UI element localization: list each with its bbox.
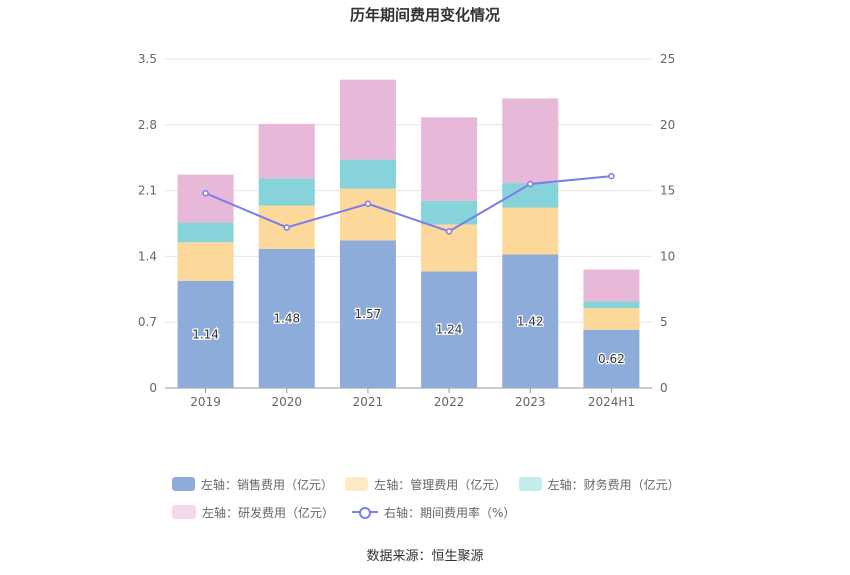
- expense-rate-point[interactable]: [364, 200, 372, 208]
- bar-segment[interactable]: [258, 178, 315, 206]
- bar-segment[interactable]: [258, 123, 315, 179]
- x-axis-tick-label: 2019: [190, 395, 221, 409]
- right-axis-tick-label: 0: [660, 381, 668, 395]
- left-axis-tick-label: 0.7: [138, 315, 157, 329]
- right-axis-tick-label: 5: [660, 315, 668, 329]
- right-axis-tick-label: 25: [660, 52, 675, 66]
- bar-segment[interactable]: [583, 308, 640, 330]
- expense-rate-point[interactable]: [608, 172, 615, 180]
- bar-segment[interactable]: [339, 240, 396, 388]
- right-axis-tick-label: 10: [660, 249, 675, 263]
- legend-row: 左轴：研发费用（亿元） 右轴：期间费用率（%）: [172, 500, 692, 524]
- x-axis-tick-label: 2022: [434, 395, 465, 409]
- legend-item-finance[interactable]: 左轴：财务费用（亿元）: [518, 476, 680, 493]
- bar-segment[interactable]: [339, 79, 396, 160]
- bar-segment[interactable]: [583, 301, 640, 309]
- chart-title: 历年期间费用变化情况: [349, 6, 500, 24]
- legend-label-rnd: 左轴：研发费用（亿元）: [202, 505, 335, 520]
- expense-rate-point[interactable]: [283, 224, 290, 231]
- bar-segment[interactable]: [177, 174, 234, 223]
- x-axis-tick-label: 2023: [515, 395, 546, 409]
- legend: 左轴：销售费用（亿元） 左轴：管理费用（亿元） 左轴：财务费用（亿元） 左轴：研…: [172, 472, 692, 528]
- bar-segment[interactable]: [339, 188, 396, 241]
- legend-label-sales: 左轴：销售费用（亿元）: [200, 477, 333, 492]
- chart-svg: 0 0.7 1.4 2.1 2.8 3.5 0 5 10 15 20 25 1.14 2019 1.48 20…: [138, 52, 675, 409]
- expense-rate-point[interactable]: [202, 189, 209, 197]
- bar-segment[interactable]: [502, 254, 559, 388]
- legend-swatch-sales: [172, 477, 195, 491]
- bar-segment[interactable]: [421, 117, 478, 201]
- legend-swatch-finance: [518, 477, 542, 491]
- legend-item-rnd[interactable]: 左轴：研发费用（亿元）: [172, 504, 334, 521]
- x-axis-tick-label: 2020: [271, 395, 302, 409]
- legend-label-finance: 左轴：财务费用（亿元）: [547, 477, 680, 492]
- expense-rate-line: [205, 175, 612, 233]
- bar-segment[interactable]: [583, 269, 640, 302]
- bar-segment[interactable]: [421, 271, 478, 388]
- bar-value-label: 1.57: [355, 307, 382, 321]
- legend-item-expense-rate[interactable]: 右轴：期间费用率（%）: [352, 504, 515, 521]
- bar-segment[interactable]: [421, 200, 478, 225]
- left-axis-tick-label: 2.1: [138, 184, 157, 198]
- data-source: 数据来源：恒生聚源: [366, 549, 484, 564]
- bar-value-label: 1.14: [192, 327, 219, 341]
- legend-swatch-rnd: [172, 505, 196, 519]
- bar-segment[interactable]: [177, 280, 234, 388]
- bar-segment[interactable]: [502, 98, 559, 184]
- bar-segment[interactable]: [258, 248, 315, 388]
- right-axis-tick-label: 15: [660, 184, 675, 198]
- expense-rate-point[interactable]: [445, 228, 453, 235]
- bar-value-label: 1.42: [517, 314, 544, 328]
- legend-line-icon: [352, 505, 379, 519]
- right-axis-tick-label: 20: [660, 118, 675, 132]
- legend-swatch-admin: [345, 477, 369, 491]
- legend-label-expense-rate: 右轴：期间费用率（%）: [384, 505, 516, 520]
- bar-value-label: 0.62: [598, 352, 625, 366]
- bar-segment[interactable]: [177, 222, 234, 243]
- bar-segment[interactable]: [583, 329, 640, 388]
- x-axis-tick-label: 2021: [353, 395, 384, 409]
- expense-rate-point[interactable]: [527, 180, 534, 188]
- bar-segment[interactable]: [502, 207, 559, 255]
- legend-row: 左轴：销售费用（亿元） 左轴：管理费用（亿元） 左轴：财务费用（亿元）: [172, 472, 692, 496]
- left-axis-tick-label: 3.5: [138, 52, 157, 66]
- bar-value-label: 1.24: [436, 323, 463, 337]
- bar-value-label: 1.48: [273, 311, 300, 325]
- legend-label-admin: 左轴：管理费用（亿元）: [374, 477, 507, 492]
- bar-segment[interactable]: [339, 159, 396, 189]
- legend-item-admin[interactable]: 左轴：管理费用（亿元）: [345, 476, 507, 493]
- legend-item-sales[interactable]: 左轴：销售费用（亿元）: [172, 476, 333, 493]
- left-axis-tick-label: 1.4: [138, 249, 157, 263]
- x-axis-tick-label: 2024H1: [588, 395, 635, 409]
- bar-segment[interactable]: [177, 242, 234, 281]
- left-axis-tick-label: 2.8: [138, 118, 157, 132]
- left-axis-tick-label: 0: [149, 381, 157, 395]
